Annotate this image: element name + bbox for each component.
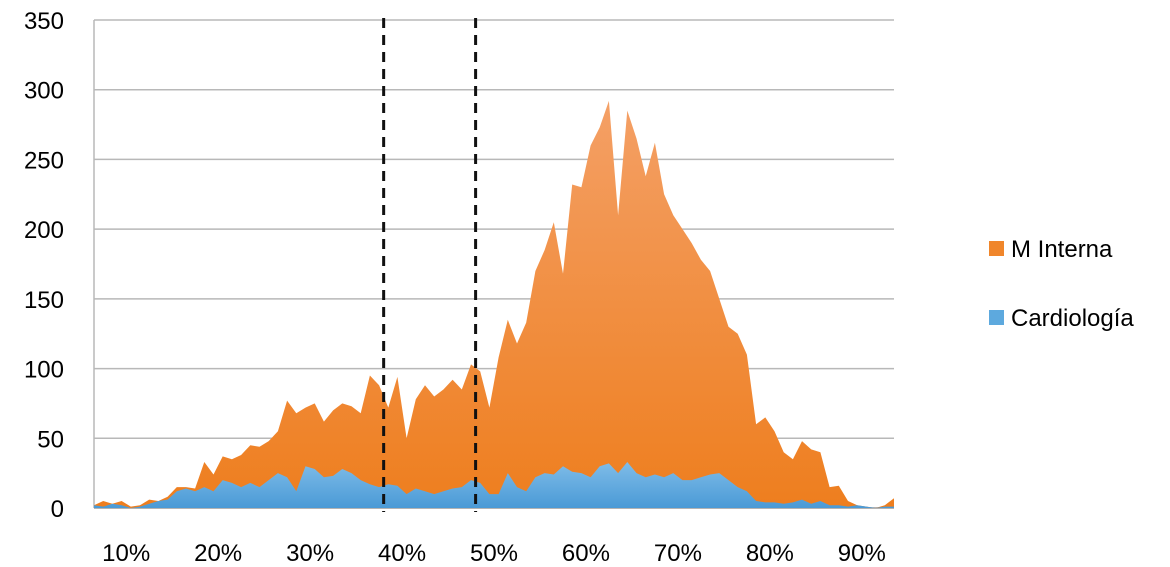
grid-lines	[93, 19, 894, 509]
legend-label: M Interna	[1011, 236, 1113, 263]
series-area-cardiologia	[94, 462, 894, 508]
x-tick-label: 60%	[562, 540, 610, 567]
y-axis-ticks: 0 50 100 150 200 250 300 350	[24, 8, 64, 523]
legend: M Interna Cardiología	[989, 236, 1134, 332]
x-tick-label: 20%	[194, 540, 242, 567]
x-tick-label: 50%	[470, 540, 518, 567]
series-area-m-interna	[94, 100, 894, 509]
x-axis-ticks: 10% 20% 30% 40% 50% 60% 70% 80% 90%	[102, 540, 886, 567]
series-areas	[94, 100, 894, 509]
legend-swatch	[989, 310, 1004, 325]
reference-lines	[382, 18, 478, 512]
x-tick-label: 10%	[102, 540, 150, 567]
y-tick-label: 200	[24, 217, 64, 244]
y-tick-label: 350	[24, 8, 64, 35]
y-tick-label: 300	[24, 78, 64, 105]
x-tick-label: 80%	[746, 540, 794, 567]
y-tick-label: 0	[51, 496, 64, 523]
legend-item-m-interna: M Interna	[989, 236, 1113, 263]
x-tick-label: 70%	[654, 540, 702, 567]
legend-label: Cardiología	[1011, 305, 1134, 332]
legend-swatch	[989, 241, 1004, 256]
y-tick-label: 50	[37, 426, 64, 453]
y-tick-label: 100	[24, 357, 64, 384]
y-tick-label: 250	[24, 147, 64, 174]
x-tick-label: 30%	[286, 540, 334, 567]
x-tick-label: 90%	[838, 540, 886, 567]
x-tick-label: 40%	[378, 540, 426, 567]
legend-item-cardiologia: Cardiología	[989, 305, 1134, 332]
y-tick-label: 150	[24, 287, 64, 314]
